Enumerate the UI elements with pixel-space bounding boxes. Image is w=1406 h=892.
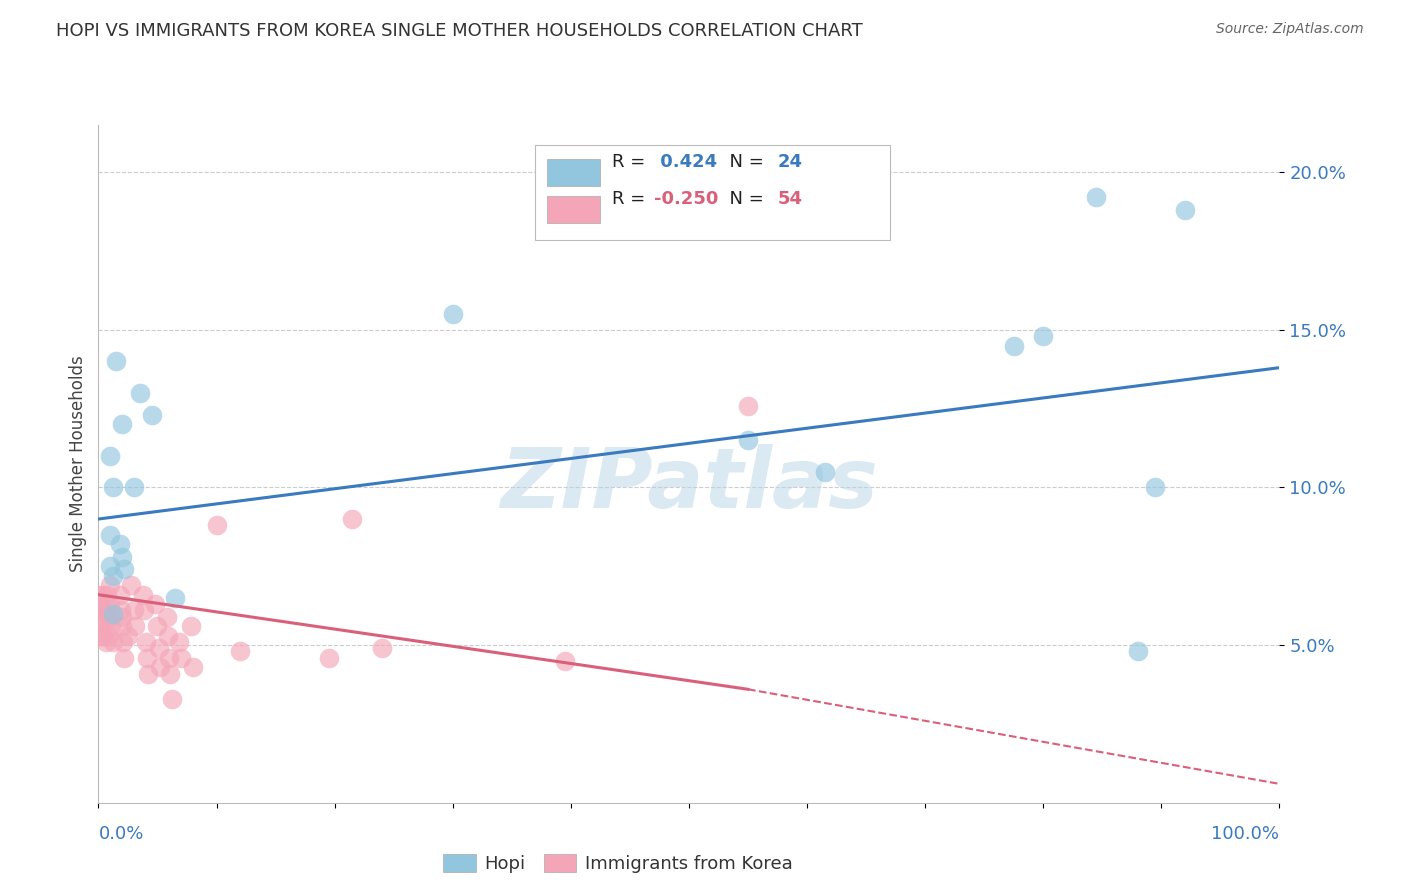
Point — [371, 641, 394, 656]
Point — [1126, 644, 1149, 658]
Point — [156, 609, 179, 624]
Point — [111, 619, 134, 633]
Point — [105, 354, 128, 368]
Point — [160, 691, 183, 706]
Point — [441, 307, 464, 321]
Point — [93, 616, 115, 631]
Text: 0.424: 0.424 — [654, 153, 717, 171]
Text: 24: 24 — [778, 153, 803, 171]
Point — [122, 603, 145, 617]
Point — [157, 629, 180, 643]
Point — [91, 603, 114, 617]
Point — [149, 660, 172, 674]
Text: 0.0%: 0.0% — [98, 825, 143, 843]
Point — [108, 537, 131, 551]
Point — [554, 654, 576, 668]
Text: N =: N = — [718, 153, 770, 171]
Point — [136, 666, 159, 681]
Point — [110, 603, 132, 617]
FancyBboxPatch shape — [547, 196, 600, 223]
Point — [229, 644, 252, 658]
Point — [148, 641, 170, 656]
Point — [117, 629, 139, 643]
Point — [135, 635, 157, 649]
Text: 54: 54 — [778, 191, 803, 209]
Point — [180, 619, 202, 633]
Point — [1032, 329, 1054, 343]
Point — [342, 512, 364, 526]
Point — [121, 578, 143, 592]
Point — [112, 650, 135, 665]
Point — [101, 635, 124, 649]
Point — [91, 588, 114, 602]
Point — [1002, 338, 1025, 352]
Point — [159, 666, 181, 681]
Text: R =: R = — [612, 153, 651, 171]
Point — [170, 650, 193, 665]
Point — [97, 629, 120, 643]
Y-axis label: Single Mother Households: Single Mother Households — [69, 356, 87, 572]
Point — [100, 619, 122, 633]
Text: N =: N = — [718, 191, 770, 209]
Point — [318, 650, 340, 665]
Point — [89, 609, 111, 624]
Text: ZIPatlas: ZIPatlas — [501, 443, 877, 524]
Point — [98, 578, 121, 592]
Point — [111, 417, 134, 432]
Text: Source: ZipAtlas.com: Source: ZipAtlas.com — [1216, 22, 1364, 37]
Point — [124, 619, 146, 633]
Point — [98, 449, 121, 463]
Point — [98, 559, 121, 574]
Point — [165, 591, 187, 605]
FancyBboxPatch shape — [547, 159, 600, 186]
Point — [87, 597, 110, 611]
Point — [89, 600, 111, 615]
Point — [111, 549, 134, 564]
Point — [128, 385, 150, 400]
Point — [134, 603, 156, 617]
Point — [90, 629, 112, 643]
Point — [111, 609, 134, 624]
Point — [143, 597, 166, 611]
Legend: Hopi, Immigrants from Korea: Hopi, Immigrants from Korea — [434, 845, 801, 882]
Point — [157, 650, 180, 665]
Point — [93, 629, 115, 643]
Point — [112, 635, 135, 649]
Point — [98, 528, 121, 542]
Point — [205, 518, 228, 533]
Point — [98, 609, 121, 624]
Point — [737, 399, 759, 413]
Point — [122, 481, 145, 495]
Text: -0.250: -0.250 — [654, 191, 718, 209]
Point — [167, 635, 190, 649]
Point — [1144, 481, 1167, 495]
Point — [132, 588, 155, 602]
Point — [108, 588, 131, 602]
Point — [98, 597, 121, 611]
Point — [96, 588, 118, 602]
Point — [101, 607, 124, 621]
FancyBboxPatch shape — [536, 145, 890, 240]
Point — [146, 619, 169, 633]
Point — [814, 465, 837, 479]
Point — [112, 562, 135, 576]
Point — [87, 588, 110, 602]
Point — [1174, 202, 1197, 217]
Text: R =: R = — [612, 191, 651, 209]
Point — [135, 650, 157, 665]
Point — [101, 568, 124, 582]
Point — [94, 635, 117, 649]
Point — [101, 481, 124, 495]
Point — [737, 433, 759, 447]
Point — [141, 408, 163, 422]
Point — [97, 603, 120, 617]
Point — [90, 619, 112, 633]
Point — [1085, 190, 1108, 204]
Point — [181, 660, 204, 674]
Text: HOPI VS IMMIGRANTS FROM KOREA SINGLE MOTHER HOUSEHOLDS CORRELATION CHART: HOPI VS IMMIGRANTS FROM KOREA SINGLE MOT… — [56, 22, 863, 40]
Text: 100.0%: 100.0% — [1212, 825, 1279, 843]
